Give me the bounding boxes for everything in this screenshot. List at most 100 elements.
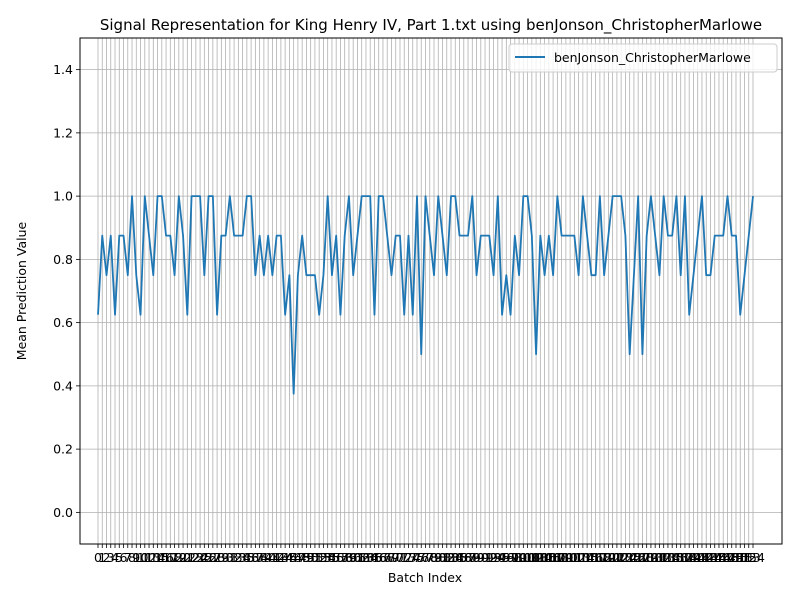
series-line-benjonson-christophermarlowe xyxy=(97,195,754,395)
y-gridlines xyxy=(80,69,782,513)
x-tick-label: 116 xyxy=(579,550,603,565)
x-tick-label: 59 xyxy=(341,550,357,565)
x-tick-label: 97 xyxy=(503,550,519,565)
x-tick-label: 32 xyxy=(226,550,242,565)
x-tick-label: 20 xyxy=(175,550,191,565)
x-tick-label: 125 xyxy=(618,550,642,565)
x-tick-label: 115 xyxy=(575,550,599,565)
x-tick-label: 105 xyxy=(533,550,557,565)
x-tick-label: 74 xyxy=(405,550,421,565)
x-tick-label: 84 xyxy=(447,550,463,565)
x-tick-label: 134 xyxy=(656,550,680,565)
x-tick-label: 149 xyxy=(720,550,744,565)
x-tick-label: 41 xyxy=(264,550,280,565)
x-tick-label: 145 xyxy=(703,550,727,565)
x-tick-label: 4 xyxy=(111,550,119,565)
x-tick-label: 68 xyxy=(379,550,395,565)
x-tick-label: 30 xyxy=(218,550,234,565)
y-tick-label: 1.2 xyxy=(53,125,73,140)
legend: benJonson_ChristopherMarlowe xyxy=(508,43,778,73)
x-axis-label: Batch Index xyxy=(388,570,462,585)
x-tick-label: 17 xyxy=(162,550,178,565)
x-tick-label: 15 xyxy=(154,550,170,565)
x-tick-label: 12 xyxy=(141,550,157,565)
x-tick-label: 106 xyxy=(537,550,561,565)
x-tick-label: 89 xyxy=(469,550,485,565)
x-tick-label: 3 xyxy=(107,550,115,565)
x-tick-label: 80 xyxy=(430,550,446,565)
x-tick-label: 122 xyxy=(605,550,629,565)
x-tick-label: 33 xyxy=(230,550,246,565)
x-tick-label: 11 xyxy=(137,550,153,565)
x-gridlines xyxy=(97,38,754,544)
x-tick-label: 92 xyxy=(481,550,497,565)
x-tick-label: 111 xyxy=(558,550,582,565)
x-tick-label: 148 xyxy=(716,550,740,565)
x-tick-label: 135 xyxy=(660,550,684,565)
x-tick-label: 154 xyxy=(741,550,765,565)
x-tick-label: 146 xyxy=(707,550,731,565)
x-tick-label: 60 xyxy=(345,550,361,565)
x-tick-label: 8 xyxy=(128,550,136,565)
x-tick-label: 0 xyxy=(94,550,102,565)
x-tick-label: 110 xyxy=(554,550,578,565)
x-tick-label: 86 xyxy=(456,550,472,565)
x-tick-label: 50 xyxy=(303,550,319,565)
x-tick-label: 124 xyxy=(613,550,637,565)
x-tick-label: 88 xyxy=(464,550,480,565)
x-tick-label: 136 xyxy=(665,550,689,565)
x-tick-label: 83 xyxy=(443,550,459,565)
x-tick-label: 2 xyxy=(103,550,111,565)
x-tick-label: 147 xyxy=(711,550,735,565)
x-tick-label: 28 xyxy=(209,550,225,565)
x-tick-label: 63 xyxy=(358,550,374,565)
x-tick-label: 14 xyxy=(150,550,166,565)
x-tick-label: 153 xyxy=(737,550,761,565)
x-tick-label: 39 xyxy=(256,550,272,565)
x-tick-label: 109 xyxy=(550,550,574,565)
x-tick-label: 131 xyxy=(643,550,667,565)
x-tick-label: 112 xyxy=(562,550,586,565)
x-tick-label: 48 xyxy=(294,550,310,565)
x-tick-label: 117 xyxy=(584,550,608,565)
x-tick-label: 23 xyxy=(188,550,204,565)
x-tick-label: 128 xyxy=(630,550,654,565)
x-tick-label: 61 xyxy=(349,550,365,565)
legend-label: benJonson_ChristopherMarlowe xyxy=(554,50,751,65)
x-tick-label: 7 xyxy=(124,550,132,565)
y-tick-label: 1.0 xyxy=(53,189,73,204)
x-tick-label: 45 xyxy=(281,550,297,565)
x-tick-label: 102 xyxy=(520,550,544,565)
x-tick-label: 52 xyxy=(311,550,327,565)
x-tick-label: 73 xyxy=(401,550,417,565)
x-tick-label: 144 xyxy=(699,550,723,565)
x-tick-label: 40 xyxy=(260,550,276,565)
x-tick-label: 44 xyxy=(277,550,293,565)
x-tick-label: 121 xyxy=(601,550,625,565)
x-tick-label: 34 xyxy=(235,550,251,565)
chart-title: Signal Representation for King Henry IV,… xyxy=(100,16,762,35)
series-layer xyxy=(97,195,754,395)
x-tick-label: 150 xyxy=(724,550,748,565)
x-tick-label: 114 xyxy=(571,550,595,565)
x-tick-label: 35 xyxy=(239,550,255,565)
x-tick-label: 42 xyxy=(269,550,285,565)
x-tick-label: 120 xyxy=(596,550,620,565)
y-tick-label: 0.8 xyxy=(53,252,73,267)
y-tick-label: 0.6 xyxy=(53,315,73,330)
x-tick-label: 13 xyxy=(145,550,161,565)
x-tick-label: 27 xyxy=(205,550,221,565)
x-tick-label: 95 xyxy=(494,550,510,565)
x-tick-label: 103 xyxy=(524,550,548,565)
x-tick-label: 78 xyxy=(422,550,438,565)
x-tick-label: 62 xyxy=(354,550,370,565)
x-tick-label: 82 xyxy=(439,550,455,565)
x-tick-label: 113 xyxy=(567,550,591,565)
x-tick-label: 100 xyxy=(511,550,535,565)
x-tick-label: 126 xyxy=(622,550,646,565)
x-tick-label: 71 xyxy=(392,550,408,565)
x-tick-label: 16 xyxy=(158,550,174,565)
y-tick-label: 0.2 xyxy=(53,442,73,457)
legend-box xyxy=(508,43,778,73)
x-tick-label: 127 xyxy=(626,550,650,565)
